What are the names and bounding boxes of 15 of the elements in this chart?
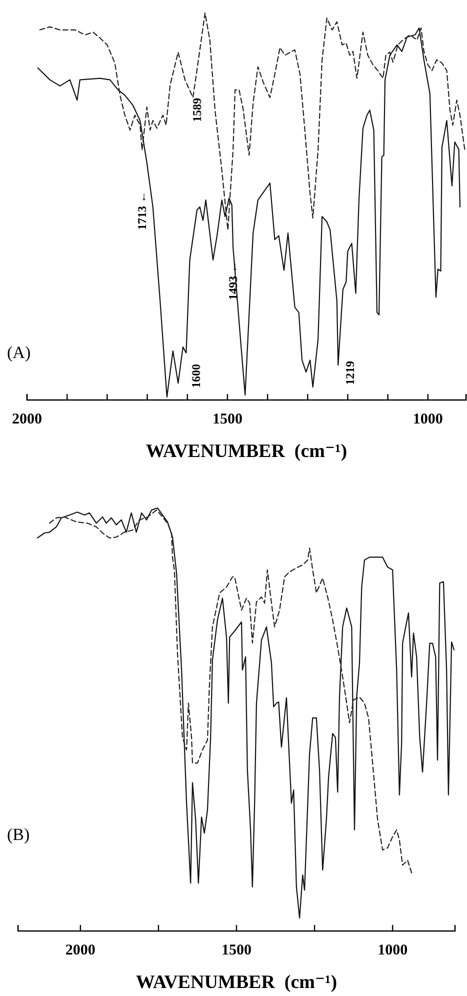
annotation: 1589 [190, 98, 204, 122]
x-axis-title: WAVENUMBER (cm⁻¹) [146, 441, 348, 462]
annotation: 1713 ← [135, 191, 150, 230]
annotation: (B) [7, 825, 30, 844]
annotation: (A) [7, 343, 31, 362]
x-tick-label: 2000 [12, 412, 42, 428]
x-tick-label: 1000 [378, 942, 408, 958]
annotation: 1493 ← [226, 261, 240, 300]
x-axis-title: WAVENUMBER (cm⁻¹) [136, 972, 338, 993]
annotation: 1219 [343, 361, 358, 385]
x-tick-label: 1000 [412, 412, 443, 428]
x-tick-label: 1500 [212, 412, 242, 428]
x-tick-label: 1500 [222, 942, 252, 958]
x-tick-label: 2000 [65, 942, 96, 958]
annotation: 1600 [189, 364, 204, 388]
